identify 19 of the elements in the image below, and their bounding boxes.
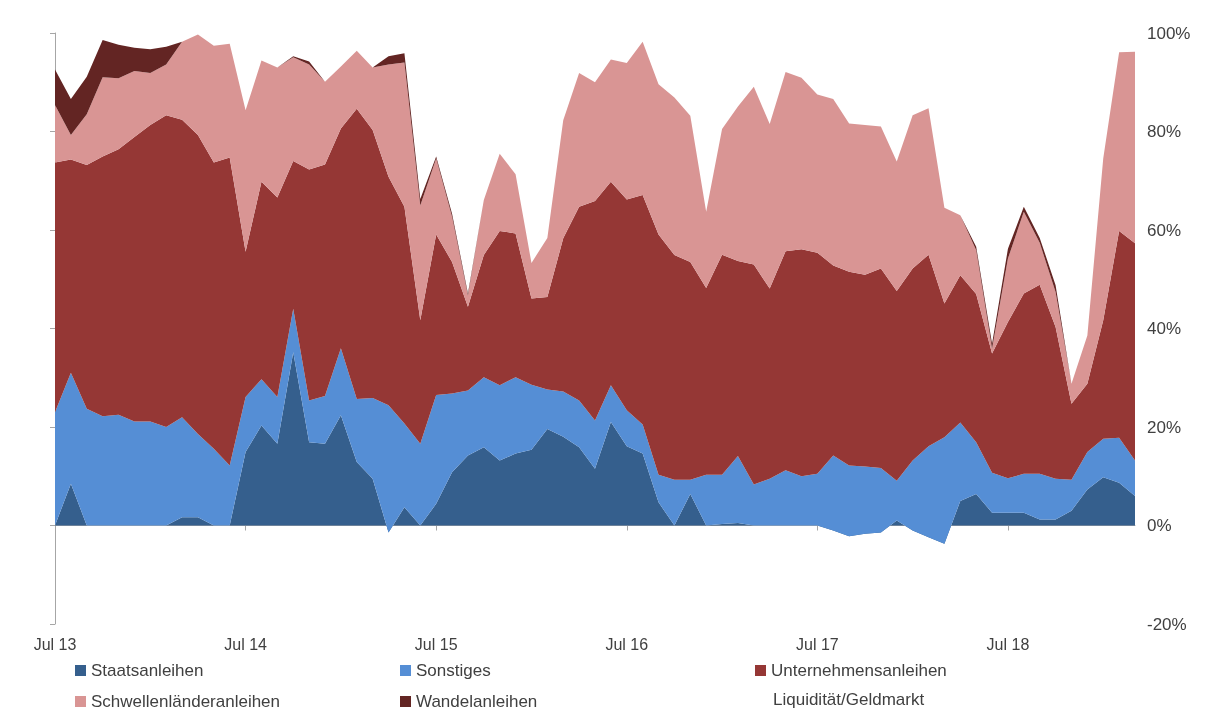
legend-label: Sonstiges (416, 661, 491, 680)
legend-label: Unternehmensanleihen (771, 661, 947, 680)
y-tick-label: 0% (1147, 516, 1172, 535)
x-tick-label: Jul 18 (986, 635, 1030, 653)
legend-label: Wandelanleihen (416, 692, 538, 711)
x-tick-label: Jul 16 (605, 635, 649, 653)
y-tick-label: 40% (1147, 319, 1182, 338)
y-tick-label: 20% (1147, 417, 1182, 437)
x-tick-label: Jul 15 (414, 635, 458, 653)
x-tick-label: Jul 17 (796, 635, 839, 653)
text: Liquidität/Geldmarkt (773, 690, 925, 709)
x-tick-label: Jul 13 (33, 635, 77, 653)
y-tick-label: 100% (1147, 23, 1191, 43)
legend-label: Staatsanleihen (91, 661, 204, 680)
y-tick-label: -20% (1147, 614, 1187, 634)
y-tick-label: 80% (1147, 122, 1182, 141)
legend-label: Schwellenländeranleihen (91, 692, 281, 711)
x-tick-label: Jul 14 (224, 635, 268, 653)
y-tick-label: 60% (1147, 220, 1182, 240)
